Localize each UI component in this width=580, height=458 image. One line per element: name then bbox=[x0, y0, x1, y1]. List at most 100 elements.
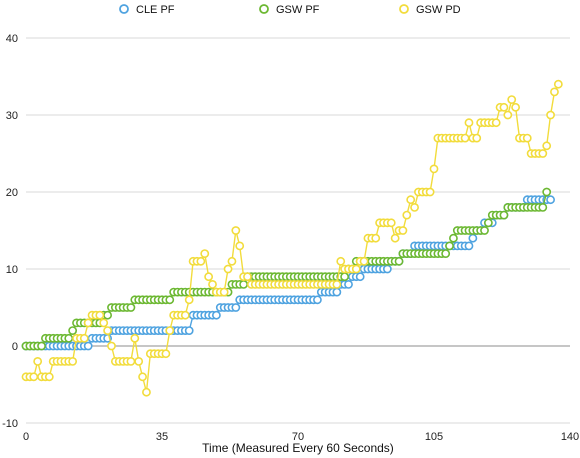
y-tick-label: 10 bbox=[6, 264, 18, 276]
data-point bbox=[546, 195, 555, 205]
data-point bbox=[499, 102, 509, 112]
series-gsw-pf bbox=[21, 187, 552, 351]
data-point bbox=[472, 133, 482, 143]
x-axis-title: Time (Measured Every 60 Seconds) bbox=[202, 441, 394, 455]
y-tick-label: 0 bbox=[12, 341, 18, 353]
data-point bbox=[126, 356, 136, 366]
data-point bbox=[184, 326, 194, 335]
data-point bbox=[406, 195, 416, 205]
data-point bbox=[410, 202, 419, 212]
data-point bbox=[332, 279, 342, 289]
data-point bbox=[511, 102, 520, 112]
data-point bbox=[445, 241, 454, 251]
legend-marker bbox=[399, 4, 409, 14]
data-point bbox=[460, 133, 470, 143]
data-point bbox=[402, 210, 412, 220]
data-point bbox=[231, 226, 241, 235]
data-point bbox=[550, 87, 559, 97]
data-point bbox=[522, 133, 532, 143]
y-tick-label: 20 bbox=[6, 187, 18, 199]
data-point bbox=[425, 187, 435, 197]
data-point bbox=[165, 326, 175, 335]
legend-marker bbox=[119, 4, 129, 14]
data-point bbox=[231, 303, 241, 312]
data-point bbox=[449, 233, 458, 243]
data-point bbox=[371, 233, 381, 243]
data-point bbox=[83, 318, 93, 328]
legend-item-gsw-pf: GSW PF bbox=[259, 4, 320, 16]
x-tick-label: 105 bbox=[425, 431, 443, 443]
data-point bbox=[491, 118, 501, 128]
data-point bbox=[546, 110, 555, 120]
data-point bbox=[68, 326, 78, 335]
x-tick-label: 140 bbox=[561, 431, 579, 443]
data-point bbox=[165, 295, 175, 305]
data-point bbox=[542, 141, 552, 151]
x-tick-label: 70 bbox=[292, 431, 304, 443]
data-point bbox=[223, 264, 233, 274]
data-point bbox=[239, 279, 248, 289]
data-point bbox=[208, 279, 217, 289]
data-point bbox=[103, 326, 112, 335]
data-point bbox=[441, 249, 451, 258]
data-point bbox=[161, 349, 171, 359]
data-point bbox=[480, 226, 489, 235]
data-point bbox=[538, 149, 548, 158]
data-point bbox=[184, 295, 194, 305]
legend-marker bbox=[259, 4, 269, 14]
data-point bbox=[219, 287, 229, 297]
data-point bbox=[33, 356, 43, 366]
data-point bbox=[196, 256, 206, 266]
data-point bbox=[29, 372, 39, 382]
data-point bbox=[553, 79, 563, 89]
data-point bbox=[99, 318, 109, 328]
data-point bbox=[243, 272, 252, 282]
data-point bbox=[351, 264, 361, 274]
data-point bbox=[359, 256, 369, 266]
legend-label: CLE PF bbox=[136, 4, 175, 16]
legend-item-gsw-pd: GSW PD bbox=[399, 4, 461, 16]
legend-label: GSW PF bbox=[276, 4, 320, 16]
data-point bbox=[355, 272, 365, 282]
gridlines bbox=[26, 37, 570, 424]
data-point bbox=[95, 310, 105, 320]
data-point bbox=[468, 233, 478, 243]
data-point bbox=[138, 372, 147, 382]
data-point bbox=[464, 241, 474, 251]
data-point bbox=[538, 202, 548, 212]
data-point bbox=[382, 264, 392, 274]
data-point bbox=[180, 310, 190, 320]
data-point bbox=[390, 233, 400, 243]
data-point bbox=[211, 310, 221, 320]
legend-item-cle-pf: CLE PF bbox=[119, 4, 175, 16]
series-layer bbox=[21, 79, 563, 397]
data-point bbox=[235, 241, 245, 251]
data-point bbox=[134, 356, 144, 366]
data-point bbox=[542, 187, 552, 197]
data-point bbox=[130, 333, 140, 343]
data-point bbox=[394, 256, 404, 266]
data-point bbox=[344, 279, 353, 289]
y-tick-label: 40 bbox=[6, 33, 18, 45]
data-point bbox=[499, 210, 509, 220]
data-point bbox=[332, 287, 342, 297]
data-point bbox=[464, 118, 474, 128]
x-tick-label: 0 bbox=[23, 431, 29, 443]
data-point bbox=[204, 272, 214, 282]
legend: CLE PF GSW PF GSW PD bbox=[119, 4, 461, 16]
data-point bbox=[398, 226, 408, 235]
x-tick-label: 35 bbox=[156, 431, 168, 443]
data-point bbox=[142, 387, 151, 397]
data-point bbox=[227, 256, 237, 266]
data-point bbox=[107, 341, 116, 351]
data-point bbox=[44, 372, 54, 382]
y-tick-label: -10 bbox=[2, 418, 18, 430]
y-tick-label: 30 bbox=[6, 110, 18, 122]
data-point bbox=[79, 333, 89, 343]
data-point bbox=[68, 356, 78, 366]
data-point bbox=[336, 256, 346, 266]
axis-layer: -10 0 10 20 30 40 0 35 70 105 140 bbox=[2, 33, 579, 443]
data-point bbox=[386, 218, 396, 228]
data-point bbox=[103, 310, 112, 320]
